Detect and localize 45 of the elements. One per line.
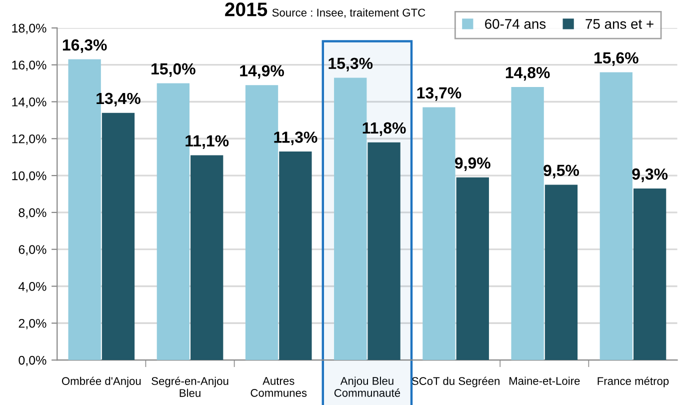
- bar: [544, 184, 578, 360]
- y-tick-label: 18,0%: [12, 24, 46, 34]
- source-note: Source : Insee, traitement GTC: [272, 8, 426, 18]
- x-tick-label: Anjou Bleu Communauté: [334, 376, 400, 397]
- data-label: 11,8%: [362, 122, 406, 136]
- data-label: 14,9%: [240, 65, 284, 79]
- bar: [102, 112, 135, 360]
- y-tick-label: 8,0%: [18, 208, 46, 219]
- y-tick-label: 12,0%: [12, 134, 46, 145]
- x-tick-label: SCoT du Segréen: [412, 376, 500, 388]
- chart-title: 2015: [225, 2, 268, 16]
- bar: [279, 152, 312, 360]
- y-tick-label: 0,0%: [18, 356, 46, 366]
- x-tick-label: Autres Communes: [250, 377, 307, 397]
- data-label: 14,8%: [506, 66, 550, 81]
- data-label: 16,3%: [62, 39, 107, 53]
- data-label: 9,5%: [544, 164, 580, 178]
- legend-label: 75 ans et +: [586, 19, 654, 29]
- data-label: 15,3%: [328, 58, 373, 72]
- bar: [190, 155, 224, 360]
- x-tick-label: Segré-en-Anjou Bleu: [152, 376, 228, 397]
- bar: [456, 177, 489, 360]
- data-label: 11,1%: [186, 135, 229, 149]
- bar: [422, 107, 456, 360]
- data-label: 9,3%: [632, 168, 668, 182]
- bar: [600, 72, 632, 360]
- x-tick-label: Ombrée d'Anjou: [62, 376, 141, 388]
- legend-label: 60-74 ans: [485, 19, 546, 29]
- y-tick-label: 2,0%: [18, 318, 46, 330]
- bar: [511, 86, 544, 360]
- x-tick-label: France métrop: [598, 376, 669, 388]
- data-label: 13,7%: [417, 87, 462, 101]
- data-label: 13,4%: [96, 92, 140, 106]
- data-label: 9,9%: [454, 157, 490, 171]
- y-tick-label: 4,0%: [18, 282, 46, 292]
- y-tick-label: 10,0%: [12, 171, 46, 182]
- x-tick-label: Maine-et-Loire: [509, 376, 580, 385]
- data-label: 11,3%: [274, 132, 318, 146]
- data-label: 15,6%: [594, 52, 638, 66]
- bar: [633, 188, 666, 360]
- y-tick-label: 14,0%: [12, 98, 46, 108]
- data-label: 15,0%: [152, 63, 196, 77]
- bar: [368, 142, 400, 360]
- y-tick-label: 6,0%: [18, 245, 46, 256]
- y-tick-label: 16,0%: [12, 60, 46, 71]
